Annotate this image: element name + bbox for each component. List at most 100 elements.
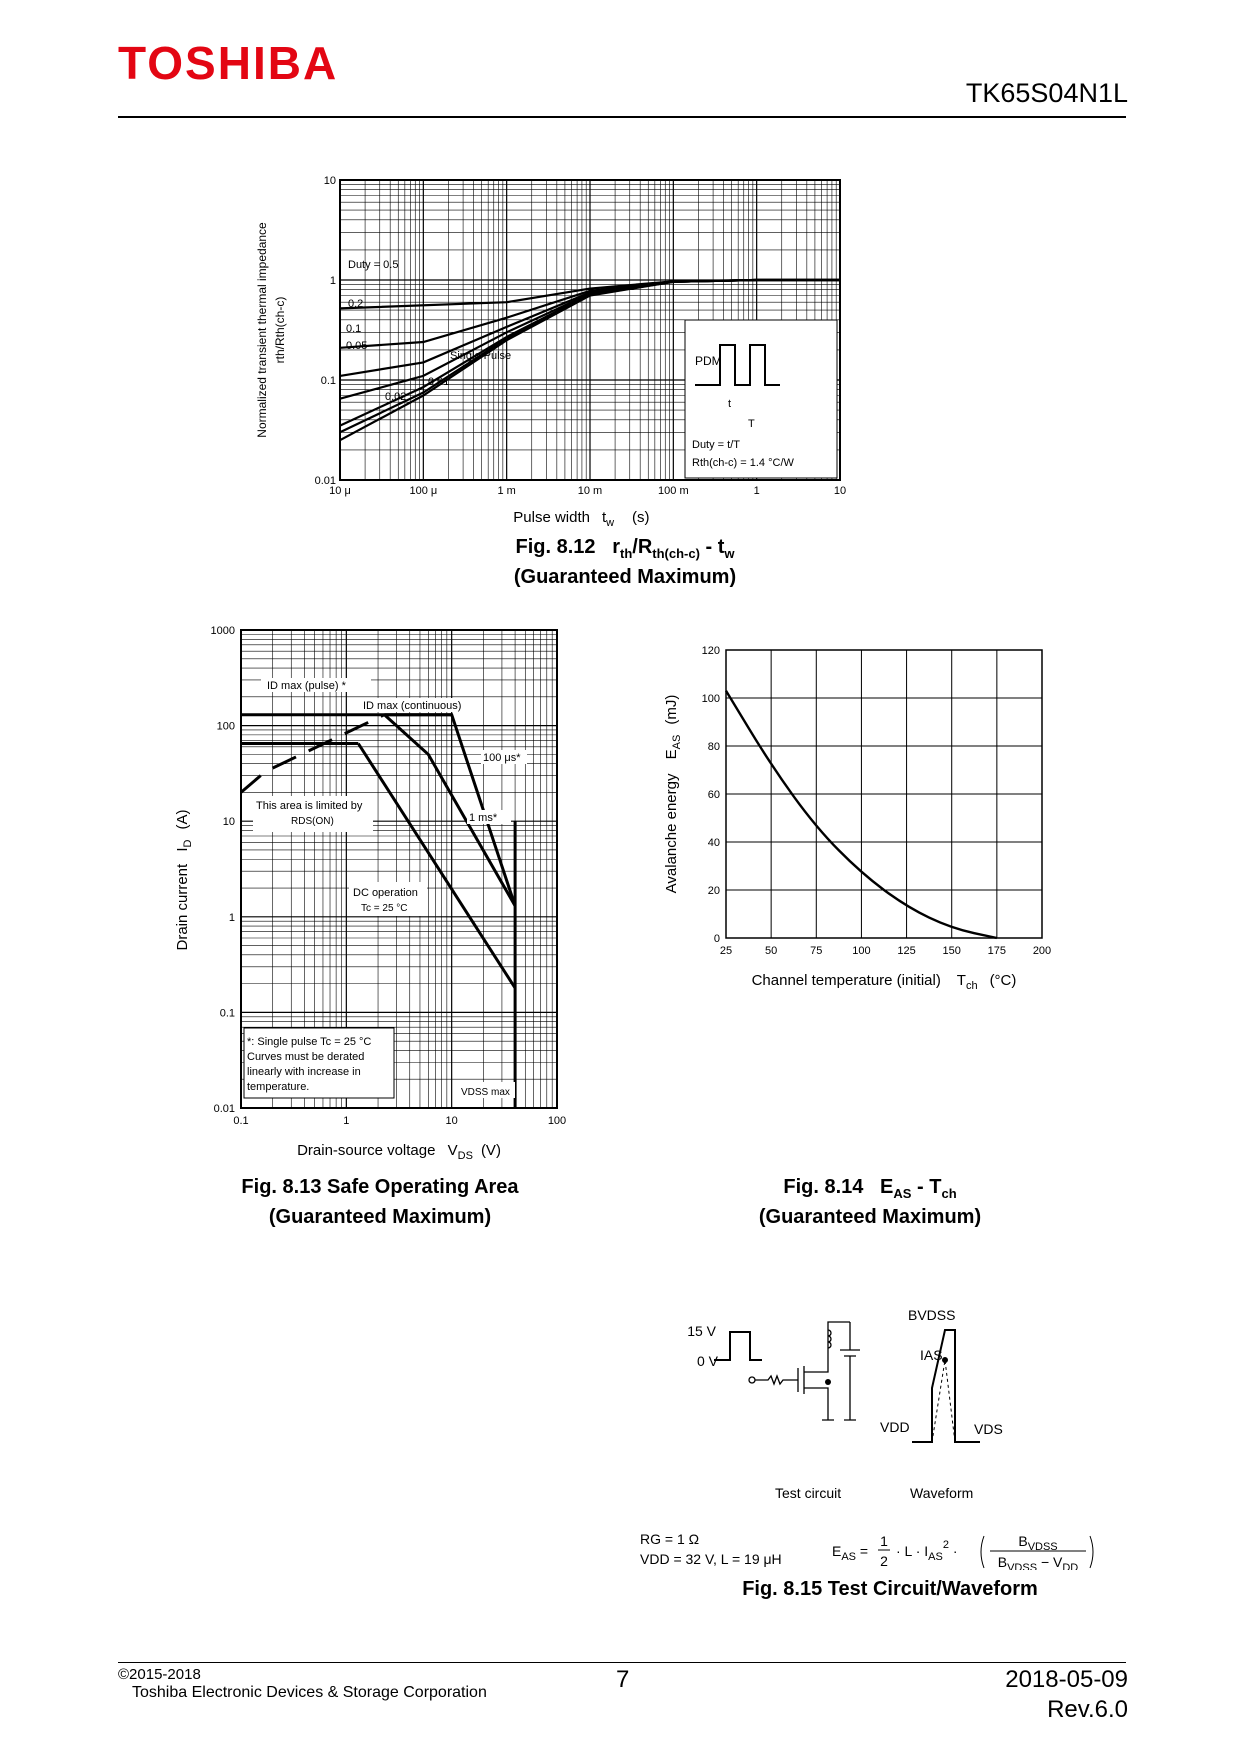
- footer-rule: [118, 1662, 1126, 1663]
- fig812-chart: 10 μ 100 μ 1 m 10 m 100 m 1 10 0.01 0.1 1 10 PDM t…: [255, 175, 847, 529]
- fig812-caption2: (Guaranteed Maximum): [513, 566, 737, 588]
- label-test-circuit: Test circuit: [775, 1485, 841, 1501]
- series-line: [240, 713, 386, 794]
- y-tick-label: 1: [330, 275, 336, 287]
- fig814-chart: 25 50 75 100 125 150 175 200 0 20 40 60 80 100 120 Ava…: [663, 645, 1052, 992]
- fig815-caption: Fig. 8.15 Test Circuit/Waveform: [742, 1578, 1038, 1600]
- peak-dot-icon: [942, 1357, 948, 1363]
- label-single-pulse: Single Pulse: [450, 350, 511, 362]
- y-tick-label: 0: [714, 933, 720, 945]
- footer-copyright: ©2015-2018: [118, 1666, 201, 1683]
- fig813-xlabel-group: Drain-source voltage VDS (V): [297, 1142, 501, 1160]
- fig812-series: [339, 278, 840, 442]
- fig813-caption2: (Guaranteed Maximum): [268, 1206, 492, 1228]
- label-duty-02: 0.2: [348, 298, 363, 310]
- y-tick-label: 0.01: [214, 1103, 235, 1115]
- gate-pulse-icon: [714, 1331, 762, 1361]
- fig813-xlabel: Drain-source voltage: [297, 1142, 435, 1159]
- fig812-inset: PDM t T Duty = t/T Rth(ch-c) = 1.4 °C/W: [684, 319, 838, 479]
- fig812-tick-labels: 10 μ 100 μ 1 m 10 m 100 m 1 10 0.01 0.1 1 10: [315, 175, 847, 497]
- x-tick-label: 150: [943, 945, 961, 957]
- svg-text:BVDSS: BVDSS: [1018, 1533, 1057, 1553]
- ann-note3: linearly with increase in: [247, 1066, 361, 1078]
- inset-T: T: [748, 418, 755, 430]
- x-tick-label: 0.1: [233, 1115, 248, 1127]
- label-ias: IAS: [920, 1347, 943, 1363]
- label-0v: 0 V: [697, 1353, 719, 1369]
- x-tick-label: 200: [1033, 945, 1051, 957]
- series-line: [339, 278, 840, 442]
- x-tick-label: 10: [834, 485, 846, 497]
- footer-page-number: 7: [616, 1666, 630, 1693]
- fig813-ylabel: Drain current: [174, 863, 191, 951]
- x-tick-label: 75: [810, 945, 822, 957]
- part-number: TK65S04N1L: [965, 78, 1128, 108]
- svg-text:BVDSS − VDD: BVDSS − VDD: [998, 1554, 1079, 1570]
- label-15v: 15 V: [687, 1323, 716, 1339]
- fig813-xunit: (V): [481, 1142, 501, 1159]
- label-bvdss: BVDSS: [908, 1307, 955, 1323]
- x-tick-label: 1 m: [497, 485, 515, 497]
- y-tick-label: 100: [702, 693, 720, 705]
- fig813-yunit: (A): [174, 810, 191, 830]
- fig814-xunit: (°C): [990, 972, 1017, 989]
- series-line: [357, 742, 517, 989]
- fig814-xlabel-group: Channel temperature (initial) Tch (°C): [752, 972, 1017, 992]
- fig812-curve-labels: Duty = 0.5 0.2 0.1 0.05 Single Pulse 0.0…: [346, 259, 511, 403]
- x-tick-label: 50: [765, 945, 777, 957]
- fig814-caption: Fig. 8.14 EAS - Tch: [783, 1176, 957, 1201]
- fig812-xlabel-sym: tw: [602, 509, 614, 529]
- eas-formula: EAS = 1 2 · L · IAS2 · BVDSS BVDSS − VDD: [832, 1533, 1094, 1570]
- label-rg: RG = 1 Ω: [640, 1531, 699, 1547]
- label-duty-005: 0.05: [346, 340, 367, 352]
- ann-1ms: 1 ms*: [469, 812, 498, 824]
- svg-text:2: 2: [880, 1553, 888, 1569]
- x-tick-label: 1: [754, 485, 760, 497]
- fig812-xlabel: Pulse width: [513, 509, 590, 526]
- fig813-frame: [240, 629, 558, 1109]
- ann-100us: 100 μs*: [483, 752, 521, 764]
- fig812-xunit: (s): [632, 509, 650, 526]
- label-conditions: VDD = 32 V, L = 19 μH: [640, 1551, 782, 1567]
- svg-text:1: 1: [880, 1533, 888, 1549]
- y-tick-label: 1000: [211, 625, 235, 637]
- y-tick-label: 1: [229, 912, 235, 924]
- x-tick-label: 1: [343, 1115, 349, 1127]
- series-line: [384, 713, 517, 907]
- fig812-ylabel: Normalized transient thermal impedance: [255, 222, 269, 438]
- test-circuit-schematic: [748, 1321, 860, 1421]
- y-tick-label: 0.1: [321, 375, 336, 387]
- ann-rds1: This area is limited by: [256, 800, 363, 812]
- fig814-yunit: (mJ): [663, 695, 680, 725]
- fig812-caption: Fig. 8.12 rth/Rth(ch-c) - tw: [515, 536, 735, 561]
- inset-rth: Rth(ch-c) = 1.4 °C/W: [692, 457, 795, 469]
- x-tick-label: 125: [897, 945, 915, 957]
- footer-date: 2018-05-09: [1005, 1666, 1128, 1693]
- ann-rds2: RDS(ON): [291, 816, 334, 827]
- svg-text:· L · IAS2 ·: · L · IAS2 ·: [896, 1539, 958, 1563]
- label-duty-002: 0.02: [385, 391, 406, 403]
- current-triangle-icon: [931, 1359, 956, 1443]
- y-tick-label: 20: [708, 885, 720, 897]
- series-line: [383, 713, 517, 907]
- pulse-waveform-icon: [695, 344, 780, 386]
- fig812-frame: [339, 179, 841, 481]
- svg-text:EAS =: EAS =: [832, 1543, 868, 1563]
- y-tick-label: 0.01: [315, 475, 336, 487]
- fig813-caption: Fig. 8.13 Safe Operating Area: [241, 1176, 519, 1198]
- header-rule: [118, 116, 1126, 118]
- fig813-series: [240, 713, 517, 1108]
- y-tick-label: 0.1: [220, 1007, 235, 1019]
- ann-note4: temperature.: [247, 1081, 309, 1093]
- label-duty-01: 0.1: [346, 323, 361, 335]
- fig814-frame: [725, 649, 1043, 939]
- x-tick-label: 10 m: [578, 485, 602, 497]
- ann-dc1: DC operation: [353, 887, 418, 899]
- fig812-ylabel2: rth/Rth(ch-c): [273, 297, 287, 364]
- y-tick-label: 80: [708, 741, 720, 753]
- y-tick-label: 10: [324, 175, 336, 187]
- y-tick-label: 100: [217, 721, 235, 733]
- fig814-tick-labels: 25 50 75 100 125 150 175 200 0 20 40 60 80 100 120: [702, 645, 1052, 957]
- y-tick-label: 120: [702, 645, 720, 657]
